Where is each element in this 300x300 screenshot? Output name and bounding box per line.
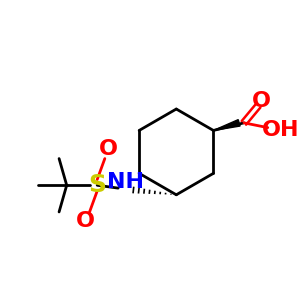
Text: O: O <box>252 91 271 111</box>
Text: S: S <box>88 173 106 197</box>
Polygon shape <box>213 120 240 130</box>
Text: OH: OH <box>262 119 300 140</box>
Text: NH: NH <box>107 172 144 192</box>
Text: O: O <box>99 139 118 159</box>
Text: O: O <box>76 212 95 232</box>
